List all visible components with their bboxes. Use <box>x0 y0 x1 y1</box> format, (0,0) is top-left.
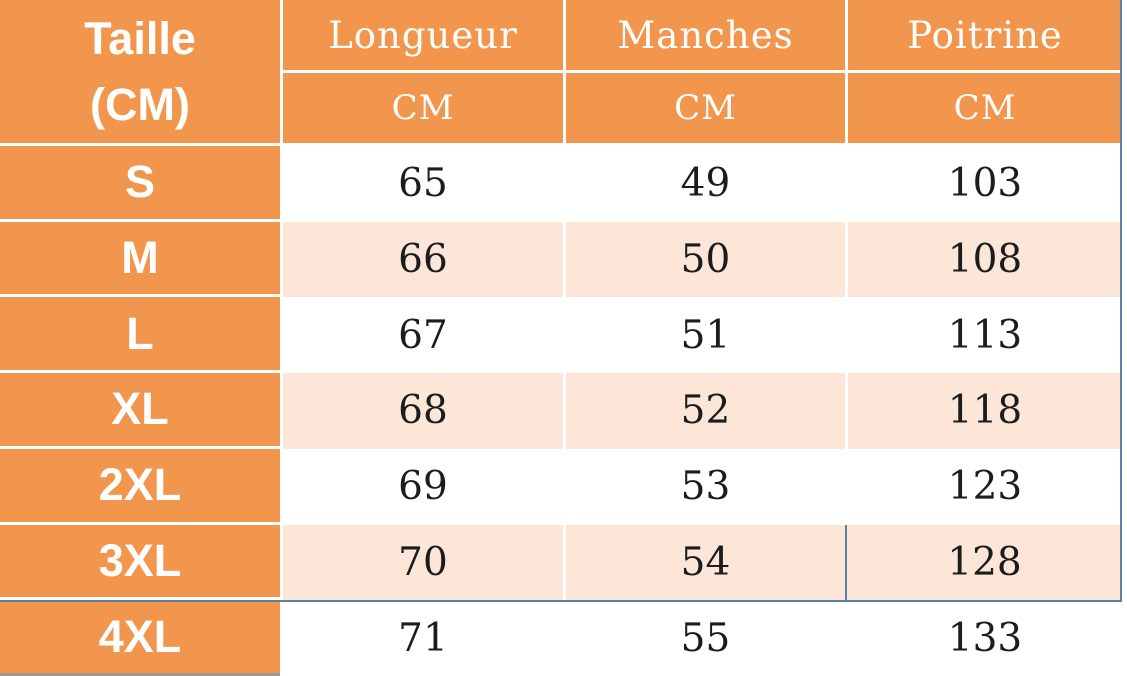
poitrine-cell-selected: 128 <box>845 524 1122 601</box>
table-body: S 65 49 103 M 66 50 108 L 67 51 113 XL 6… <box>0 146 1122 676</box>
size-label-cell: 4XL <box>0 600 280 676</box>
size-label-cell: L <box>0 297 280 374</box>
longueur-cell: 66 <box>280 221 563 298</box>
header-taille-line1: Taille <box>84 13 196 65</box>
header-longueur-unit: CM <box>280 73 563 146</box>
header-row-units: CM CM CM <box>0 73 1122 146</box>
manches-cell: 55 <box>563 600 845 676</box>
table-header: Taille (CM) Longueur Manches Poitrine CM… <box>0 0 1122 146</box>
manches-cell: 51 <box>563 297 845 374</box>
longueur-cell: 68 <box>280 373 563 449</box>
longueur-cell: 65 <box>280 146 563 222</box>
header-taille-line2: (CM) <box>90 78 190 130</box>
table-row-xl: XL 68 52 118 <box>0 373 1122 449</box>
poitrine-cell: 113 <box>845 297 1122 374</box>
size-label-cell: 3XL <box>0 524 280 601</box>
size-label-cell: M <box>0 221 280 298</box>
poitrine-cell: 118 <box>845 373 1122 449</box>
longueur-cell: 69 <box>280 448 563 525</box>
header-poitrine-unit: CM <box>845 73 1122 146</box>
poitrine-cell: 108 <box>845 221 1122 298</box>
manches-cell: 53 <box>563 448 845 525</box>
header-taille-cell: Taille (CM) <box>0 0 280 146</box>
longueur-cell: 71 <box>280 600 563 676</box>
size-label-cell: 2XL <box>0 448 280 525</box>
table-row-l: L 67 51 113 <box>0 297 1122 374</box>
header-manches-unit: CM <box>563 73 845 146</box>
header-row-labels: Taille (CM) Longueur Manches Poitrine <box>0 0 1122 146</box>
longueur-cell: 70 <box>280 524 563 601</box>
table-row-3xl: 3XL 70 54 128 <box>0 524 1122 601</box>
manches-cell: 52 <box>563 373 845 449</box>
size-label-cell: XL <box>0 373 280 449</box>
poitrine-cell: 123 <box>845 448 1122 525</box>
manches-cell: 49 <box>563 146 845 222</box>
table-row-2xl: 2XL 69 53 123 <box>0 448 1122 525</box>
table-row-m: M 66 50 108 <box>0 221 1122 298</box>
longueur-cell: 67 <box>280 297 563 374</box>
header-longueur: Longueur <box>280 0 563 73</box>
manches-cell: 50 <box>563 221 845 298</box>
table-row-4xl: 4XL 71 55 133 <box>0 600 1122 676</box>
manches-cell: 54 <box>563 524 845 601</box>
size-label-cell: S <box>0 146 280 222</box>
header-manches: Manches <box>563 0 845 73</box>
poitrine-cell: 103 <box>845 146 1122 222</box>
header-poitrine: Poitrine <box>845 0 1122 73</box>
table-row-s: S 65 49 103 <box>0 146 1122 222</box>
poitrine-cell: 133 <box>845 600 1122 676</box>
